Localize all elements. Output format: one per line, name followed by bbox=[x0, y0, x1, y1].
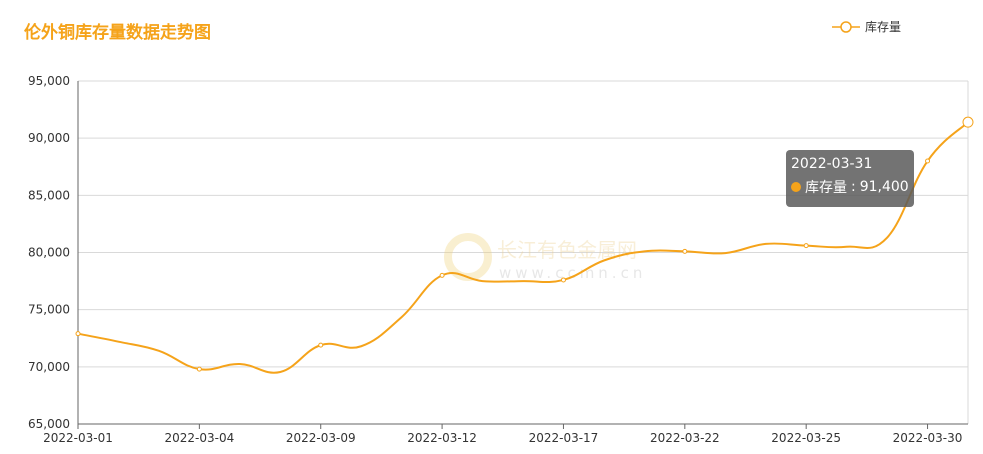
y-tick-label: 85,000 bbox=[28, 188, 70, 202]
data-point bbox=[318, 342, 324, 348]
y-tick-label: 90,000 bbox=[28, 131, 70, 145]
watermark-url: www.ccmn.cn bbox=[499, 264, 646, 282]
y-tick-label: 95,000 bbox=[28, 74, 70, 88]
y-tick-label: 65,000 bbox=[28, 417, 70, 431]
series-line bbox=[77, 121, 969, 374]
tooltip-date: 2022-03-31 bbox=[791, 156, 873, 172]
data-point bbox=[560, 277, 566, 283]
data-point bbox=[682, 248, 688, 254]
data-point bbox=[439, 272, 445, 278]
x-tick-label: 2022-03-30 bbox=[893, 431, 963, 445]
tooltip-value: 91,400 bbox=[859, 179, 909, 195]
x-tick-label: 2022-03-25 bbox=[771, 431, 841, 445]
data-point bbox=[925, 158, 931, 164]
y-tick-label: 75,000 bbox=[28, 303, 70, 317]
chart-title: 伦外铜库存量数据走势图 bbox=[24, 23, 211, 43]
x-tick-label: 2022-03-22 bbox=[650, 431, 720, 445]
legend-item[interactable]: 库存量 bbox=[832, 18, 901, 35]
tooltip-series: 库存量 bbox=[805, 180, 847, 196]
legend-label: 库存量 bbox=[865, 20, 902, 34]
data-point bbox=[803, 243, 809, 249]
x-tick-label: 2022-03-12 bbox=[407, 431, 477, 445]
x-tick-label: 2022-03-17 bbox=[529, 431, 599, 445]
data-point bbox=[196, 366, 202, 372]
data-point bbox=[75, 331, 81, 337]
x-tick-label: 2022-03-09 bbox=[286, 431, 356, 445]
x-tick-label: 2022-03-01 bbox=[43, 431, 113, 445]
x-tick-label: 2022-03-04 bbox=[164, 431, 234, 445]
watermark-text: 长江有色金属网 bbox=[497, 238, 637, 262]
series-dot-icon bbox=[791, 182, 801, 192]
data-point bbox=[962, 116, 974, 128]
y-tick-label: 80,000 bbox=[28, 246, 70, 260]
legend-line-circle-icon bbox=[832, 20, 860, 33]
y-tick-label: 70,000 bbox=[28, 360, 70, 374]
watermark: 长江有色金属网 www.ccmn.cn bbox=[444, 233, 646, 282]
tooltip: 2022-03-31 库存量:91,400 bbox=[786, 150, 914, 207]
